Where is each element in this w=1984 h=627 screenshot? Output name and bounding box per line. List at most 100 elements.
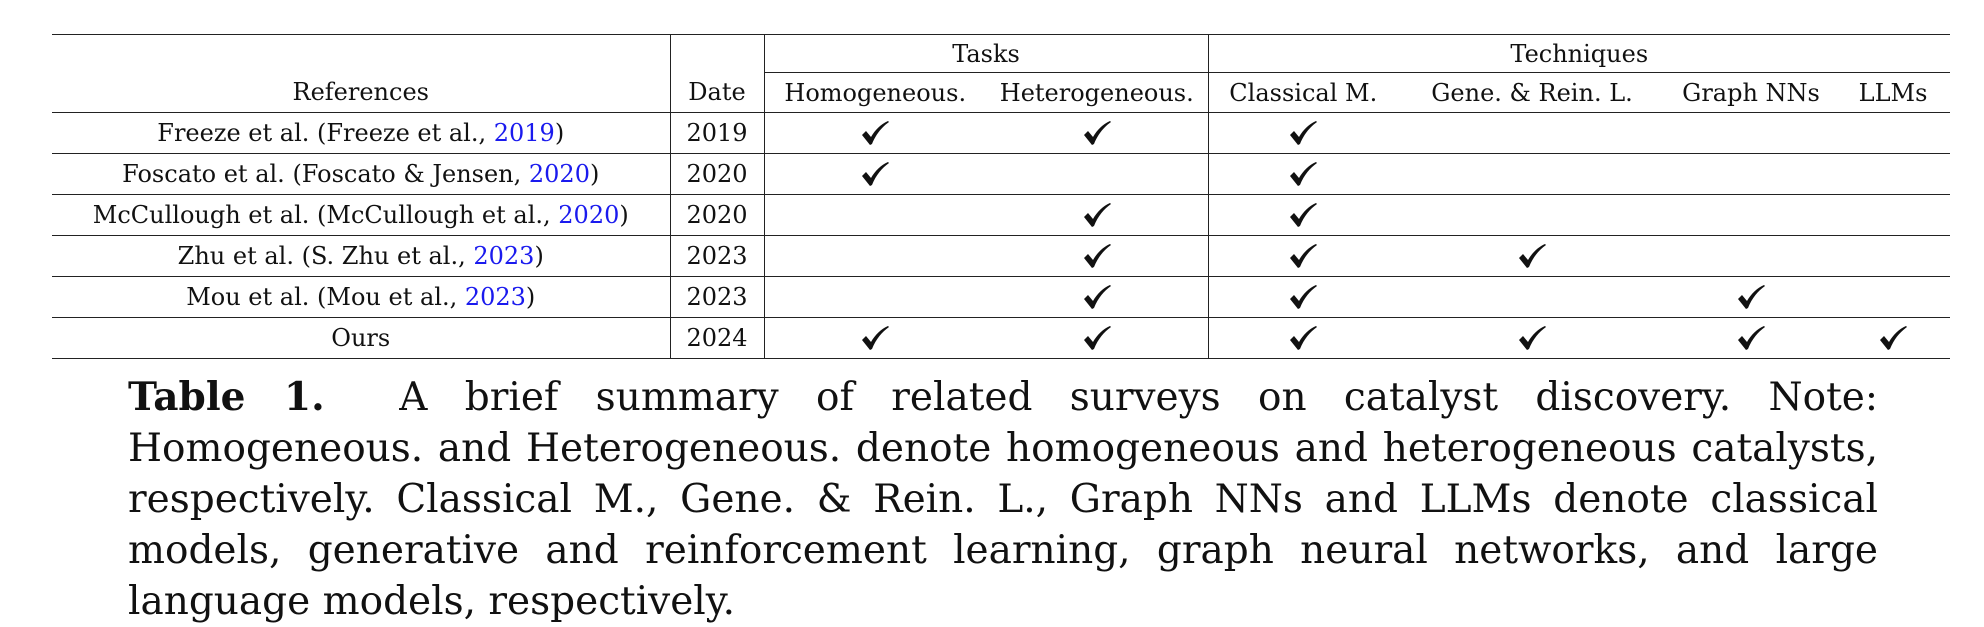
cell-homogeneous (764, 153, 986, 195)
reference-text: Ours (331, 324, 391, 352)
cell-reference: McCullough et al. (McCullough et al., 20… (52, 194, 671, 236)
checkmark-icon (1082, 284, 1112, 310)
column-header-classical: Classical M. (1208, 72, 1399, 113)
reference-text: Freeze et al. (Freeze et al., (157, 119, 494, 147)
cell-graph-nns (1666, 317, 1837, 359)
cell-date: 2024 (670, 317, 765, 359)
cell-graph-nns (1666, 112, 1837, 154)
cell-graph-nns (1666, 276, 1837, 318)
checkmark-icon (1288, 325, 1318, 351)
cell-heterogeneous (986, 194, 1209, 236)
column-header-llms: LLMs (1836, 72, 1951, 113)
cell-llms (1836, 153, 1951, 195)
cell-classical (1208, 317, 1399, 359)
cell-heterogeneous (986, 276, 1209, 318)
cell-classical (1208, 194, 1399, 236)
cell-classical (1208, 153, 1399, 195)
cell-reference: Freeze et al. (Freeze et al., 2019) (52, 112, 671, 154)
checkmark-icon (860, 325, 890, 351)
cell-llms (1836, 194, 1951, 236)
caption-label: Table 1. (128, 374, 325, 420)
reference-text: Foscato et al. (Foscato & Jensen, (122, 160, 529, 188)
group-header-techniques: Techniques (1208, 34, 1951, 73)
checkmark-icon (1517, 243, 1547, 269)
cell-date: 2020 (670, 194, 765, 236)
cell-date: 2023 (670, 276, 765, 318)
cell-gene-rein (1398, 112, 1667, 154)
cell-reference: Zhu et al. (S. Zhu et al., 2023) (52, 235, 671, 277)
cell-date: 2023 (670, 235, 765, 277)
cell-classical (1208, 276, 1399, 318)
table-row: Mou et al. (Mou et al., 2023) 2023 (52, 276, 1951, 318)
table-row: Zhu et al. (S. Zhu et al., 2023) 2023 (52, 235, 1951, 277)
checkmark-icon (1082, 243, 1112, 269)
reference-text: McCullough et al. (McCullough et al., (92, 201, 559, 229)
cell-classical (1208, 235, 1399, 277)
table-row: Ours 2024 (52, 317, 1951, 359)
reference-suffix: ) (619, 201, 629, 229)
cell-llms (1836, 317, 1951, 359)
table-row: McCullough et al. (McCullough et al., 20… (52, 194, 1951, 236)
cell-gene-rein (1398, 276, 1667, 318)
column-header-heterogeneous: Heterogeneous. (986, 72, 1209, 113)
cell-gene-rein (1398, 153, 1667, 195)
cell-heterogeneous (986, 153, 1209, 195)
checkmark-icon (1517, 325, 1547, 351)
reference-suffix: ) (589, 160, 600, 188)
cell-date: 2019 (670, 112, 765, 154)
checkmark-icon (860, 161, 890, 187)
checkmark-icon (1288, 243, 1318, 269)
cell-reference: Foscato et al. (Foscato & Jensen, 2020) (52, 153, 671, 195)
checkmark-icon (1736, 325, 1766, 351)
checkmark-icon (1082, 325, 1112, 351)
cell-graph-nns (1666, 235, 1837, 277)
reference-text: Zhu et al. (S. Zhu et al., (177, 242, 474, 270)
cell-homogeneous (764, 194, 986, 236)
checkmark-icon (1288, 284, 1318, 310)
cell-reference: Mou et al. (Mou et al., 2023) (52, 276, 671, 318)
checkmark-icon (1288, 202, 1318, 228)
caption-text: A brief summary of related surveys on ca… (128, 375, 1878, 624)
column-header-row: References Date Homogeneous. Heterogeneo… (52, 72, 1951, 113)
column-header-homogeneous: Homogeneous. (764, 72, 986, 113)
summary-table-container: Tasks Techniques References Date Homogen… (52, 34, 1951, 359)
citation-year-link[interactable]: 2023 (464, 283, 526, 311)
cell-gene-rein (1398, 194, 1667, 236)
cell-llms (1836, 235, 1951, 277)
cell-llms (1836, 276, 1951, 318)
checkmark-icon (1082, 202, 1112, 228)
group-header-row: Tasks Techniques (52, 34, 1951, 73)
cell-reference: Ours (52, 317, 671, 359)
citation-year-link[interactable]: 2020 (528, 160, 590, 188)
checkmark-icon (1288, 161, 1318, 187)
table-caption: Table 1. A brief summary of related surv… (128, 372, 1878, 627)
cell-gene-rein (1398, 235, 1667, 277)
checkmark-icon (1878, 325, 1908, 351)
reference-text: Mou et al. (Mou et al., (186, 283, 465, 311)
checkmark-icon (1288, 120, 1318, 146)
column-header-graph-nns: Graph NNs (1666, 72, 1837, 113)
cell-llms (1836, 112, 1951, 154)
citation-year-link[interactable]: 2023 (473, 242, 535, 270)
citation-year-link[interactable]: 2019 (493, 119, 555, 147)
summary-table: Tasks Techniques References Date Homogen… (52, 34, 1951, 359)
cell-heterogeneous (986, 112, 1209, 154)
cell-graph-nns (1666, 194, 1837, 236)
reference-suffix: ) (534, 242, 544, 270)
checkmark-icon (860, 120, 890, 146)
cell-classical (1208, 112, 1399, 154)
cell-heterogeneous (986, 317, 1209, 359)
cell-heterogeneous (986, 235, 1209, 277)
group-header-tasks: Tasks (764, 34, 1209, 73)
cell-homogeneous (764, 317, 986, 359)
cell-homogeneous (764, 235, 986, 277)
table-row: Freeze et al. (Freeze et al., 2019) 2019 (52, 112, 1951, 154)
checkmark-icon (1736, 284, 1766, 310)
cell-homogeneous (764, 276, 986, 318)
column-header-date: Date (670, 72, 765, 113)
empty-header-cell (670, 34, 765, 73)
citation-year-link[interactable]: 2020 (558, 201, 620, 229)
column-header-gene-rein: Gene. & Rein. L. (1398, 72, 1667, 113)
reference-suffix: ) (525, 283, 536, 311)
column-header-references: References (52, 72, 671, 113)
